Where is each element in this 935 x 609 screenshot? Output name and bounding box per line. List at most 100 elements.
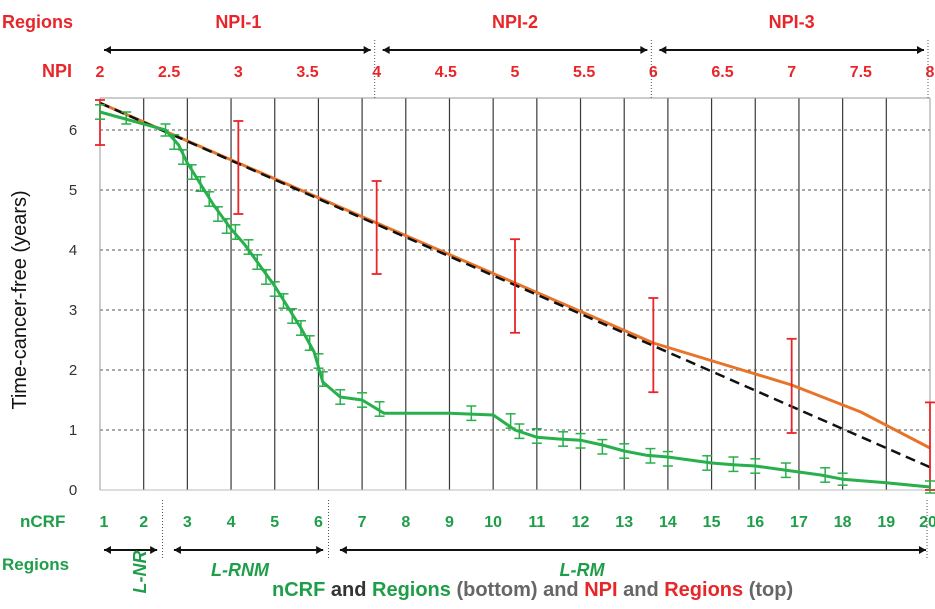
ncrf-error-bar bbox=[645, 447, 656, 464]
y-tick-label: 3 bbox=[69, 302, 77, 319]
ncrf-error-bar bbox=[531, 428, 542, 444]
ncrf-tick-label: 20 bbox=[919, 514, 935, 531]
ncrf-error-bar bbox=[374, 401, 385, 417]
arrow-head bbox=[363, 46, 371, 54]
ncrf-error-bar bbox=[121, 111, 132, 125]
ncrf-regions: L-NR L-RNM L-RM bbox=[104, 500, 928, 594]
arrow-head bbox=[382, 46, 390, 54]
ncrf-error-bar bbox=[269, 281, 280, 297]
ncrf-error-bar bbox=[95, 104, 105, 120]
npi-tick-label: 3.5 bbox=[296, 64, 318, 81]
npi-region-label: NPI-3 bbox=[769, 12, 815, 32]
ncrf-error-bar bbox=[597, 438, 608, 455]
npi-tick-label: 5 bbox=[511, 64, 520, 81]
npi-region-label: NPI-1 bbox=[215, 12, 261, 32]
ncrf-error-bar bbox=[212, 206, 223, 222]
ncrf-region-label: L-RNM bbox=[211, 560, 270, 580]
ncrf-region: L-NR bbox=[104, 546, 158, 594]
caption-part: Regions bbox=[664, 579, 743, 601]
ncrf-tick-label: 6 bbox=[314, 514, 323, 531]
npi-tick-label: 3 bbox=[234, 64, 243, 81]
ncrf-error-bar bbox=[278, 293, 289, 309]
ncrf-tick-label: 2 bbox=[139, 514, 148, 531]
ncrf-tick-label: 18 bbox=[834, 514, 852, 531]
npi-region: NPI-1 bbox=[104, 12, 371, 54]
caption-part: nCRF bbox=[272, 579, 325, 601]
npi-region-label: NPI-2 bbox=[492, 12, 538, 32]
ncrf-error-bar bbox=[160, 123, 171, 137]
npi-tick-label: 5.5 bbox=[573, 64, 595, 81]
arrow-head bbox=[104, 546, 111, 554]
npi-region: NPI-3 bbox=[659, 12, 924, 54]
caption-part: and bbox=[325, 579, 372, 601]
arrow-head bbox=[640, 46, 648, 54]
ncrf-error-bar bbox=[558, 431, 569, 447]
y-tick-label: 6 bbox=[69, 122, 77, 139]
ncrf-error-bar bbox=[514, 423, 525, 440]
ncrf-error-bar bbox=[702, 455, 713, 471]
y-tick-label: 5 bbox=[69, 182, 77, 199]
ncrf-error-bar bbox=[505, 413, 516, 429]
npi-tick-label: 7 bbox=[787, 64, 796, 81]
ncrf-error-bar bbox=[243, 239, 254, 255]
ncrf-tick-label: 14 bbox=[659, 514, 677, 531]
caption-part: (bottom) and bbox=[451, 579, 584, 601]
grid bbox=[100, 98, 930, 491]
y-tick-label: 4 bbox=[69, 242, 77, 259]
ncrf-tick-label: 9 bbox=[445, 514, 454, 531]
top-npi-row-label: NPI bbox=[42, 61, 72, 81]
ncrf-tick-label: 7 bbox=[358, 514, 367, 531]
ncrf-tick-label: 11 bbox=[528, 514, 545, 531]
ncrf-tick-label: 4 bbox=[227, 514, 236, 531]
ncrf-error-bar bbox=[186, 164, 197, 180]
arrow-head bbox=[917, 46, 924, 54]
npi-tick-label: 2 bbox=[96, 64, 105, 81]
npi-error-bar bbox=[371, 180, 382, 275]
npi-error-bar bbox=[648, 297, 659, 394]
ncrf-error-bar bbox=[357, 392, 368, 408]
npi-tick-label: 8 bbox=[926, 64, 935, 81]
npi-tick-label: 4 bbox=[372, 64, 381, 81]
npi-error-bar bbox=[786, 337, 797, 434]
arrow-head bbox=[659, 46, 667, 54]
arrow-head bbox=[104, 46, 111, 54]
y-tick-labels: 0 1 2 3 4 5 6 bbox=[69, 122, 77, 499]
bottom-ncrf-row-label: nCRF bbox=[20, 512, 65, 531]
caption-part: Regions bbox=[372, 579, 451, 601]
y-tick-label: 2 bbox=[69, 362, 77, 379]
ncrf-error-bar bbox=[221, 218, 232, 234]
caption-part: (top) bbox=[743, 579, 793, 601]
ncrf-error-bar bbox=[619, 443, 630, 459]
ncrf-error-bar bbox=[204, 191, 215, 207]
ncrf-error-bar bbox=[820, 467, 831, 483]
ncrf-error-bar bbox=[313, 353, 324, 369]
caption-part: NPI bbox=[584, 579, 617, 601]
npi-tick-label: 7.5 bbox=[850, 64, 872, 81]
ncrf-tick-label: 19 bbox=[877, 514, 895, 531]
npi-error-bar bbox=[510, 238, 520, 334]
ncrf-error-bar bbox=[169, 134, 180, 150]
npi-tick-label: 4.5 bbox=[435, 64, 457, 81]
ncrf-error-bar bbox=[230, 224, 241, 240]
ncrf-tick-label: 1 bbox=[100, 514, 109, 531]
npi-error-bar bbox=[233, 120, 244, 215]
caption: nCRF and Regions (bottom) and NPI and Re… bbox=[272, 579, 793, 601]
ncrf-tick-label: 15 bbox=[703, 514, 721, 531]
ncrf-error-bar bbox=[662, 450, 673, 467]
ncrf-error-bar bbox=[575, 432, 586, 449]
ncrf-tick-label: 13 bbox=[615, 514, 633, 531]
ncrf-error-bar bbox=[295, 320, 306, 336]
ncrf-region-label: L-RM bbox=[560, 560, 606, 580]
arrow-head bbox=[173, 546, 181, 554]
caption-part: and bbox=[618, 579, 665, 601]
error-bars bbox=[95, 99, 935, 494]
ncrf-region: L-RM bbox=[339, 546, 926, 580]
ncrf-error-bar bbox=[304, 335, 315, 351]
ncrf-error-bar bbox=[261, 269, 271, 285]
ncrf-tick-label: 8 bbox=[401, 514, 410, 531]
top-regions-row-label: Regions bbox=[2, 12, 73, 32]
bottom-regions-row-label: Regions bbox=[2, 555, 69, 574]
ncrf-tick-label: 17 bbox=[790, 514, 808, 531]
arrow-head bbox=[919, 546, 926, 554]
